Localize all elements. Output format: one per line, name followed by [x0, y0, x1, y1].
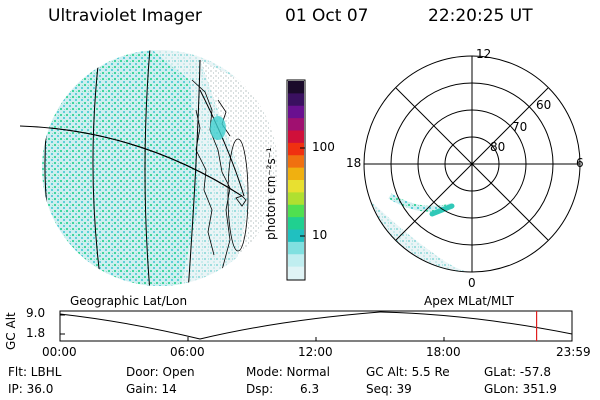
apex-projection-label: Apex MLat/MLT: [424, 294, 514, 308]
polar-plot: [363, 55, 581, 273]
colorbar-segment: [288, 93, 304, 107]
status-door: Door: Open: [126, 365, 195, 379]
mlt-label-0: 0: [468, 276, 476, 290]
globe-aurora-spot: [210, 116, 226, 140]
status-gain: Gain: 14: [126, 382, 177, 396]
altitude-ytick-high: 9.0: [26, 306, 46, 320]
globe-track-line: [19, 125, 243, 197]
observation-date: 01 Oct 07: [285, 6, 369, 26]
colorbar-segment: [288, 254, 304, 268]
colorbar-segment: [288, 118, 304, 132]
mlat-label-60: 60: [536, 98, 552, 112]
mlt-label-6: 6: [576, 156, 584, 170]
altitude-ytick-low: 1.8: [26, 326, 46, 340]
altitude-xtick-0600: 06:00: [170, 345, 205, 359]
instrument-title: Ultraviolet Imager: [48, 6, 202, 26]
colorbar-segment: [288, 81, 304, 94]
altitude-curve: [59, 311, 573, 340]
status-dsp-label: Dsp:: [246, 382, 274, 396]
colorbar-segment: [288, 204, 304, 218]
altitude-xtick-0000: 00:00: [42, 345, 77, 359]
colorbar-segment: [288, 167, 304, 181]
altitude-xtick-1200: 12:00: [298, 345, 333, 359]
mlat-label-80: 80: [490, 140, 506, 154]
altitude-xtick-2359: 23:59: [556, 345, 591, 359]
colorbar-segment: [288, 241, 304, 255]
altitude-xtick-1800: 18:00: [426, 345, 461, 359]
status-ip: IP: 36.0: [8, 382, 54, 396]
colorbar-segment: [288, 142, 304, 156]
status-dsp-value: 6.3: [300, 382, 320, 396]
mlt-label-12: 12: [476, 47, 492, 61]
colorbar-units: photon cm⁻²s⁻¹: [264, 147, 278, 240]
geographic-projection-label: Geographic Lat/Lon: [70, 294, 188, 308]
colorbar-tick-100: 100: [312, 140, 335, 154]
colorbar-segment: [288, 266, 304, 280]
colorbar-segment: [288, 180, 304, 193]
colorbar-segment: [288, 155, 304, 169]
mlat-label-70: 70: [512, 120, 528, 134]
altitude-plot: [59, 310, 573, 342]
status-gc-alt: GC Alt: 5.5 Re: [366, 365, 450, 379]
altitude-ylabel: GC Alt: [4, 312, 18, 350]
status-glon: GLon: 351.9: [484, 382, 557, 396]
colorbar-segment: [288, 192, 304, 206]
geographic-globe: [42, 50, 278, 286]
status-mode: Mode: Normal: [246, 365, 330, 379]
colorbar-segment: [288, 130, 304, 144]
colorbar-segment: [288, 105, 304, 119]
observation-time: 22:20:25 UT: [428, 6, 533, 26]
colorbar-segment: [288, 217, 304, 231]
colorbar-segment: [288, 229, 304, 243]
colorbar: [286, 79, 306, 281]
status-glat: GLat: -57.8: [484, 365, 551, 379]
status-filter: Flt: LBHL: [8, 365, 62, 379]
status-seq: Seq: 39: [366, 382, 412, 396]
mlt-label-18: 18: [346, 156, 362, 170]
colorbar-tick-10: 10: [312, 228, 328, 242]
